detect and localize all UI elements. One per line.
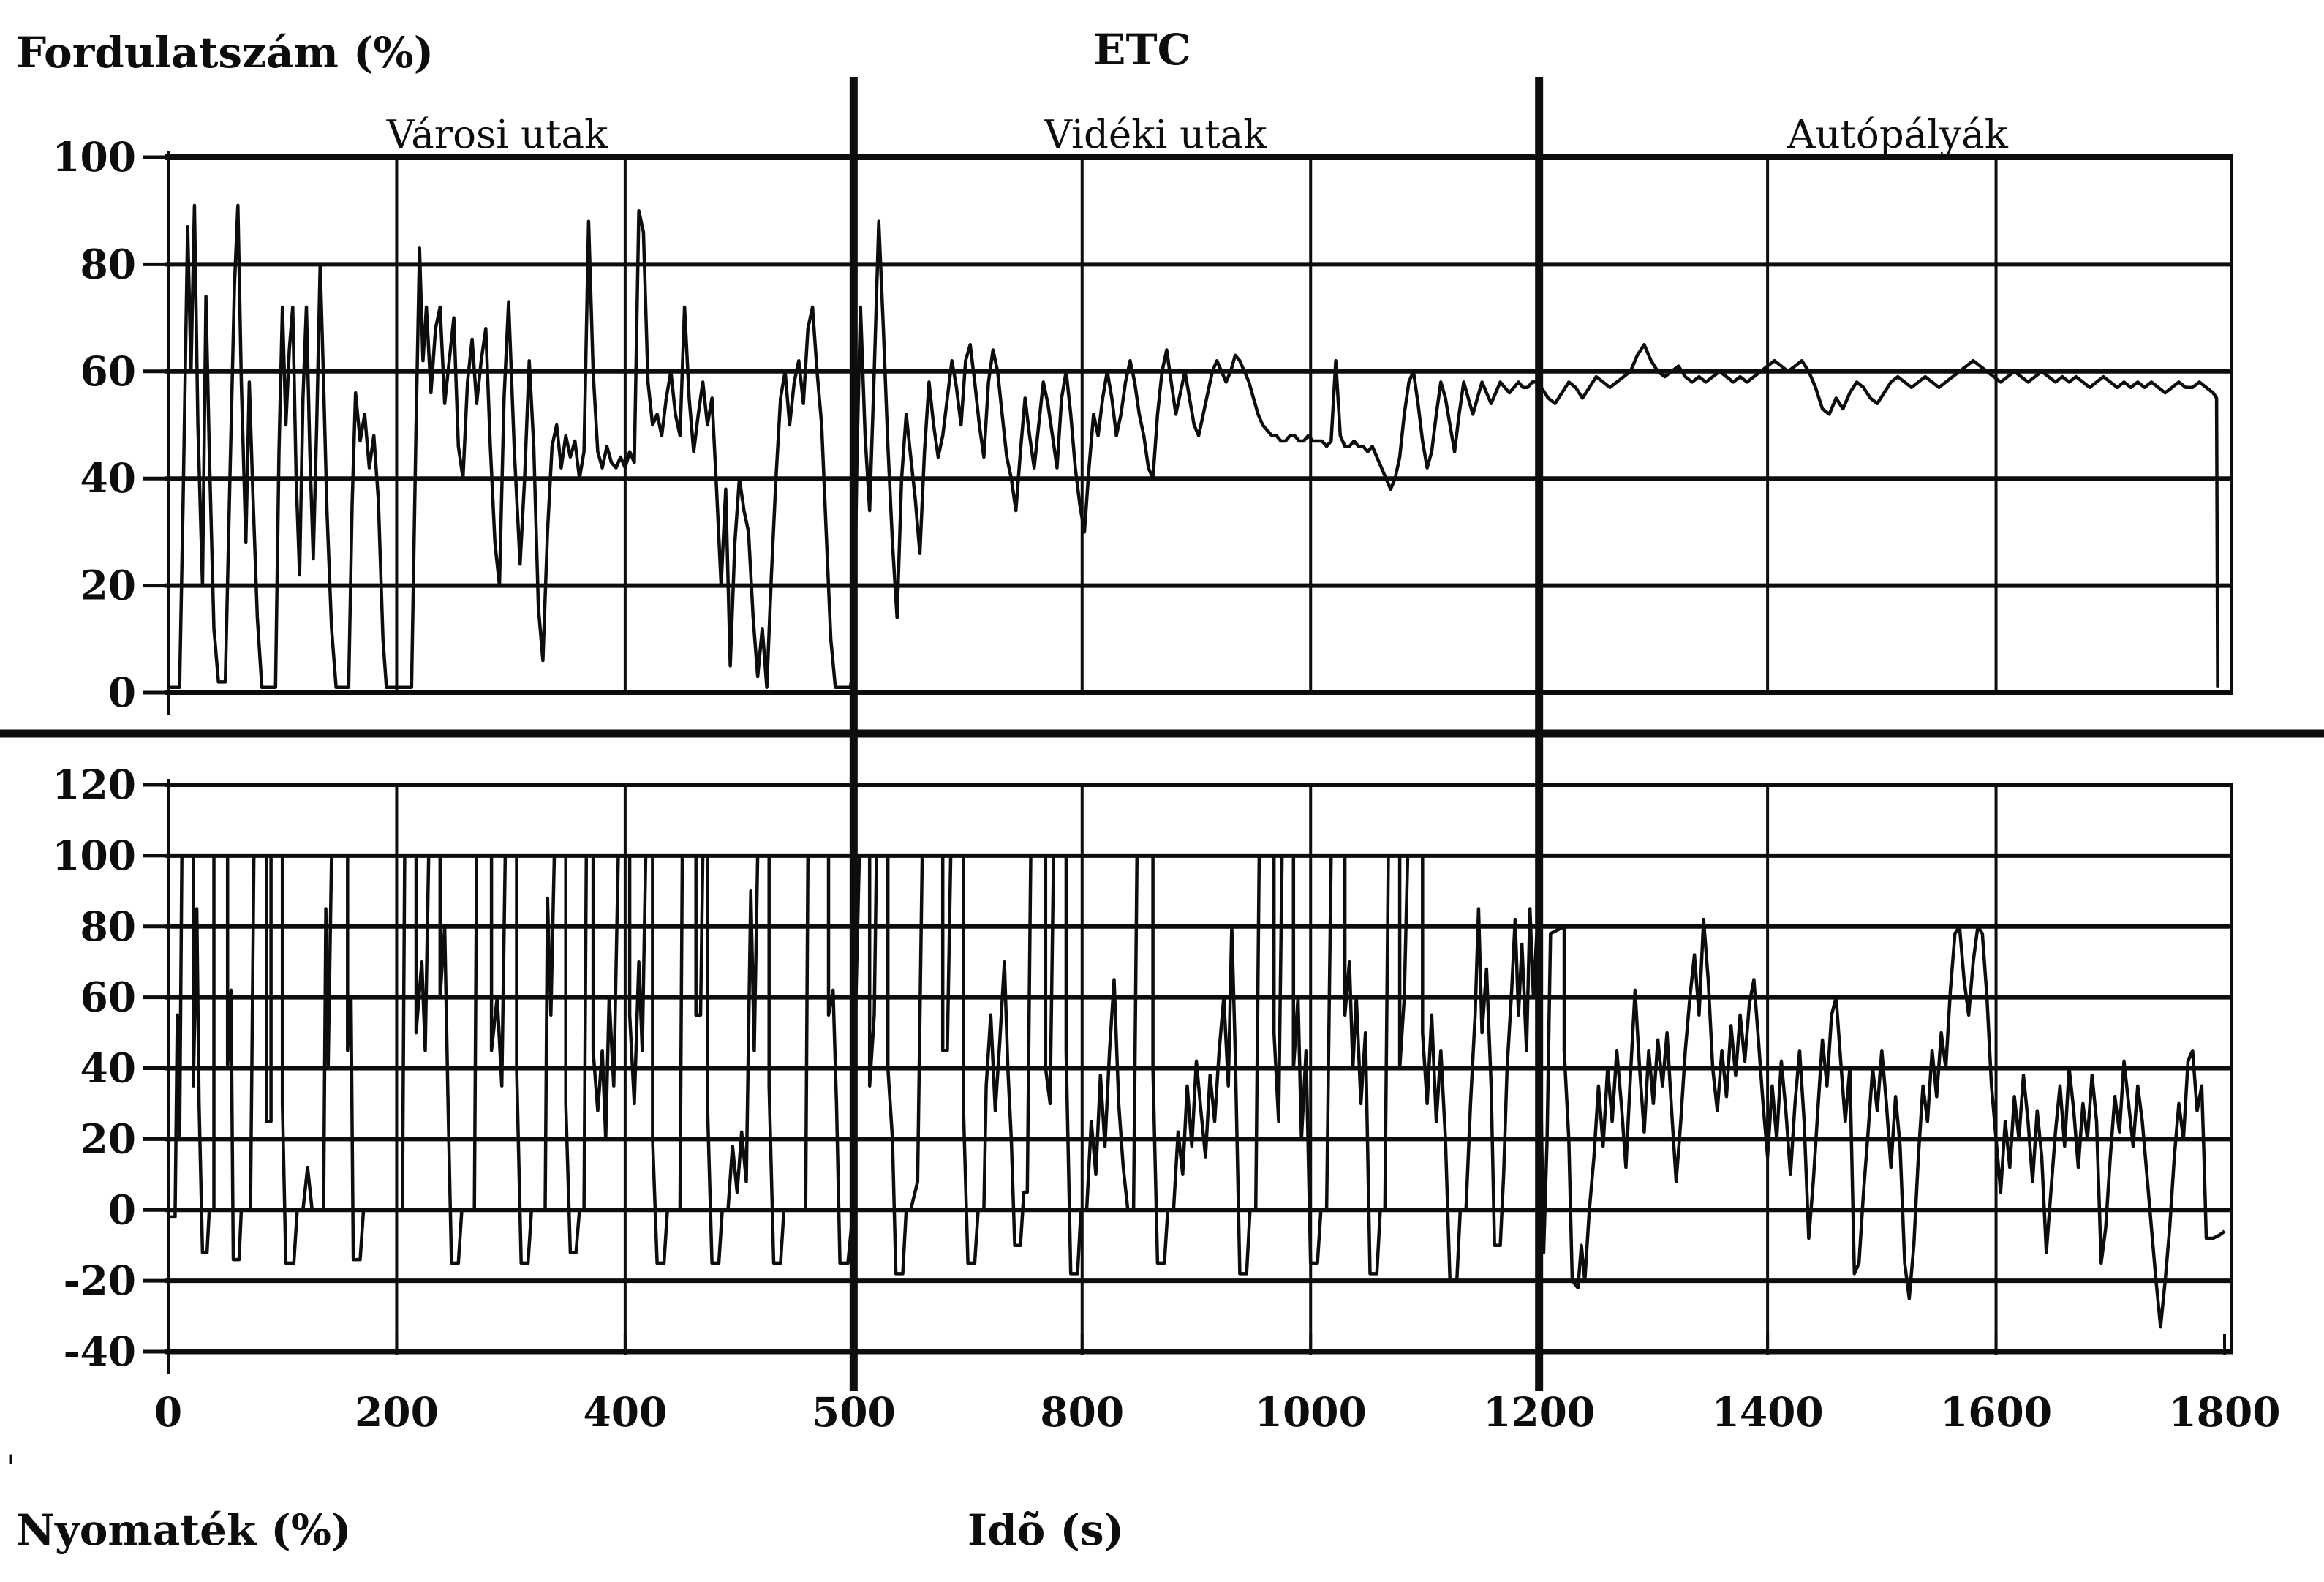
- y-tick-label: 0: [108, 668, 136, 716]
- y-tick-label: 100: [52, 832, 136, 879]
- y-tick-label: 100: [52, 133, 136, 181]
- x-tick-label: 200: [355, 1388, 439, 1436]
- torque-axis-title: Nyomaték (%): [16, 1505, 351, 1555]
- x-tick-label: 500: [812, 1388, 896, 1436]
- y-tick-label: -20: [64, 1257, 136, 1304]
- x-tick-label: 1800: [2168, 1388, 2280, 1436]
- y-tick-label: 80: [80, 240, 136, 287]
- stray-scan-mark: ': [6, 1447, 15, 1487]
- x-tick-label: 1600: [1940, 1388, 2052, 1436]
- time-axis-title: Idõ (s): [967, 1505, 1124, 1555]
- figure-title: ETC: [1093, 25, 1191, 75]
- y-tick-label: 20: [80, 1115, 136, 1162]
- y-tick-label: 120: [52, 761, 136, 808]
- speed-chart-panel: 100 80 60 40 20 0: [52, 133, 2233, 716]
- y-tick-label: 80: [80, 903, 136, 950]
- x-tick-label: 0: [154, 1388, 182, 1436]
- section-dividers-and-separator: [0, 77, 2324, 1391]
- y-tick-label: 60: [80, 347, 136, 395]
- y-tick-label: 40: [80, 1044, 136, 1092]
- y-tick-label: -40: [64, 1327, 136, 1375]
- section-label-urban: Városi utak: [386, 113, 608, 157]
- section-label-rural: Vidéki utak: [1044, 113, 1268, 157]
- speed-axis-title: Fordulatszám (%): [16, 28, 434, 78]
- x-tick-label: 800: [1040, 1388, 1124, 1436]
- y-tick-label: 20: [80, 562, 136, 609]
- torque-trace: [168, 854, 2226, 1329]
- y-tick-label: 60: [80, 973, 136, 1021]
- x-tick-label: 1000: [1255, 1388, 1367, 1436]
- y-tick-label: 0: [108, 1186, 136, 1233]
- x-tick-label: 1200: [1483, 1388, 1595, 1436]
- y-tick-label: 40: [80, 454, 136, 502]
- section-label-motorway: Autópályák: [1787, 113, 2009, 157]
- speed-trace: [168, 203, 2219, 689]
- x-tick-label: 1400: [1712, 1388, 1824, 1436]
- x-tick-label: 400: [583, 1388, 667, 1436]
